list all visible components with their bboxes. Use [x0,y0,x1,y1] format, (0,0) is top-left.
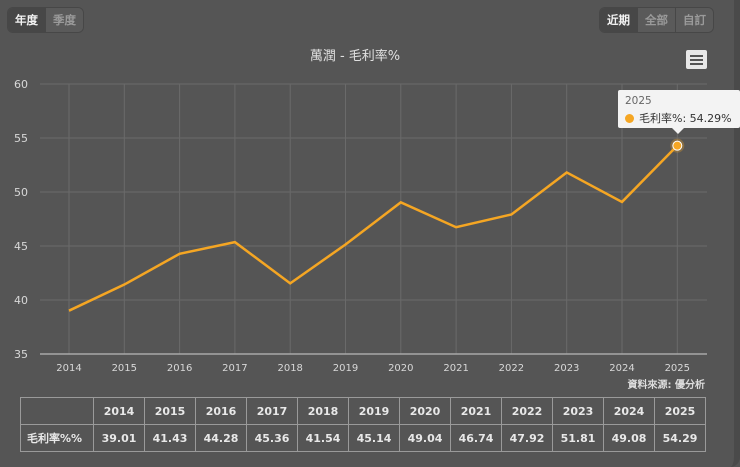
table-corner-cell [20,397,94,425]
y-tick-label: 45 [14,240,28,253]
tooltip-year: 2025 [625,95,652,107]
chart-title: 萬潤 - 毛利率% [309,49,401,64]
tooltip: 2025 毛利率%: 54.29% [618,90,740,134]
y-tick-label: 40 [14,294,28,307]
column-header: 2016 [195,397,247,425]
table-cell: 41.43 [144,424,196,452]
column-header: 2017 [246,397,298,425]
grid-lines [40,83,707,354]
column-header: 2020 [399,397,451,425]
y-tick-label: 55 [14,132,28,145]
column-header: 2025 [654,397,706,425]
x-tick-label: 2016 [167,363,192,374]
table-cell: 44.28 [195,424,247,452]
table-cell: 39.01 [93,424,145,452]
table-header-row: 2014 2015 2016 2017 2018 2019 2020 2021 2022 2023… [20,397,706,425]
table-cell: 54.29 [654,424,706,452]
range-toggle: 近期 全部 自訂 [599,7,714,33]
column-header: 2019 [348,397,400,425]
y-axis-labels: 35 40 45 50 55 60 [14,78,28,361]
x-tick-label: 2023 [554,363,579,374]
all-button[interactable]: 全部 [638,8,676,32]
table-cell: 45.14 [348,424,400,452]
row-label: 毛利率%% [20,424,94,452]
table-cell: 45.36 [246,424,298,452]
x-tick-label: 2022 [499,363,524,374]
column-header: 2022 [501,397,553,425]
data-source: 資料來源: 優分析 [627,380,705,391]
table-cell: 47.92 [501,424,553,452]
quarterly-button[interactable]: 季度 [46,8,83,32]
y-tick-label: 50 [14,186,28,199]
table-cell: 51.81 [552,424,604,452]
x-tick-label: 2025 [665,363,690,374]
x-tick-label: 2015 [112,363,137,374]
column-header: 2015 [144,397,196,425]
data-table: 2014 2015 2016 2017 2018 2019 2020 2021 2022 2023… [20,397,706,452]
x-tick-label: 2021 [443,363,468,374]
series-line-gross-margin [68,144,679,312]
table-cell: 49.04 [399,424,451,452]
hamburger-menu-icon[interactable] [686,50,707,69]
x-tick-label: 2024 [609,363,634,374]
period-toggle: 年度 季度 [7,7,84,33]
highlighted-data-point[interactable] [672,140,683,151]
x-tick-label: 2019 [333,363,358,374]
series-dot-icon [625,113,634,123]
table-cell: 49.08 [603,424,655,452]
x-axis-labels: 2014 2015 2016 2017 2018 2019 2020 2021 2022 2023… [56,363,690,374]
column-header: 2014 [93,397,145,425]
x-tick-label: 2017 [222,363,247,374]
column-header: 2018 [297,397,349,425]
annual-button[interactable]: 年度 [8,8,46,32]
column-header: 2024 [603,397,655,425]
recent-button[interactable]: 近期 [600,8,638,32]
column-header: 2021 [450,397,502,425]
x-tick-label: 2020 [388,363,413,374]
line-chart: 35 40 45 50 55 60 2014 2015 2016 2017 2018 2019 202… [14,78,707,374]
y-tick-label: 60 [14,78,28,91]
table-cell: 41.54 [297,424,349,452]
column-header: 2023 [552,397,604,425]
tooltip-value: 毛利率%: 54.29% [639,112,732,125]
x-tick-label: 2018 [277,363,302,374]
custom-button[interactable]: 自訂 [676,8,713,32]
table-row: 毛利率%% 39.01 41.43 44.28 45.36 41.54 45.14 49.0… [20,424,706,452]
x-tick-label: 2014 [56,363,81,374]
y-tick-label: 35 [14,348,28,361]
table-cell: 46.74 [450,424,502,452]
